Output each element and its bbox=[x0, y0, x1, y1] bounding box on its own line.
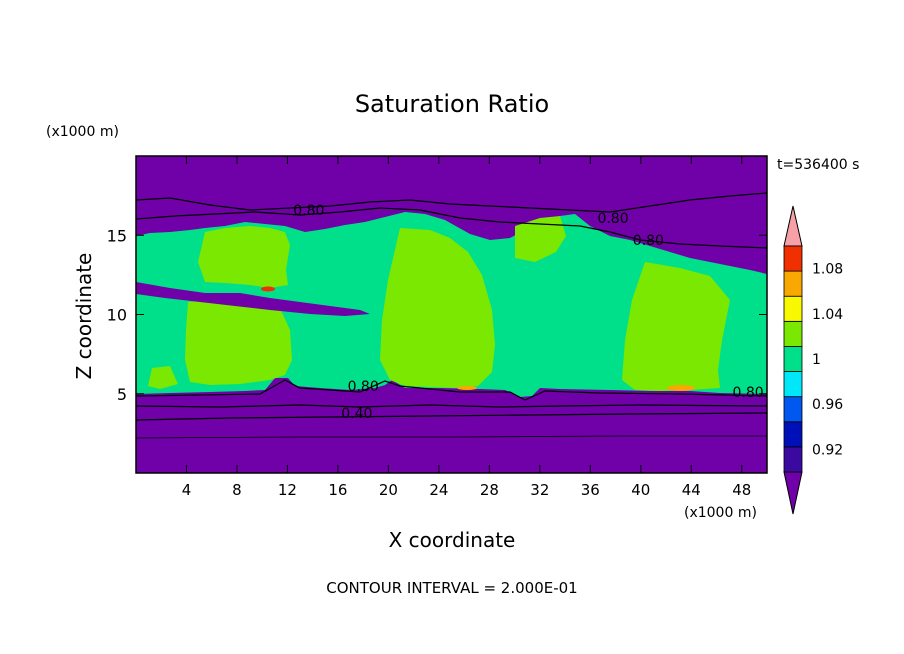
supersaturation-spot bbox=[261, 286, 275, 292]
contour-interval-note: CONTOUR INTERVAL = 2.000E-01 bbox=[326, 579, 577, 597]
x-tick-label: 40 bbox=[631, 481, 650, 499]
y-tick-label: 10 bbox=[107, 306, 127, 325]
x-axis: 4 8 12 16 20 24 28 32 36 40 44 48 bbox=[182, 156, 751, 499]
colorbar-band bbox=[783, 396, 803, 423]
contour-line bbox=[136, 412, 767, 421]
contour-label: 0.80 bbox=[597, 211, 628, 227]
time-label: t=536400 s bbox=[777, 157, 859, 173]
plot-area: 0.80 0.80 0.80 0.80 0.80 0.40 bbox=[136, 156, 767, 473]
contour-label: 0.80 bbox=[293, 203, 324, 219]
chart-title: Saturation Ratio bbox=[355, 90, 549, 118]
contour-line bbox=[136, 435, 767, 439]
x-tick-label: 8 bbox=[232, 481, 242, 499]
colorbar-under-triangle bbox=[783, 471, 803, 515]
contour-line bbox=[136, 404, 767, 408]
colorbar-band bbox=[783, 245, 803, 272]
colorbar: 0.92 0.96 1 1.04 1.08 bbox=[783, 205, 843, 515]
colorbar-label: 1 bbox=[812, 352, 821, 368]
contour-line bbox=[136, 207, 767, 249]
colorbar-label: 1.08 bbox=[812, 262, 843, 278]
y-axis: 5 10 15 bbox=[107, 226, 767, 404]
y-unit-label: (x1000 m) bbox=[46, 124, 119, 140]
colorbar-over-triangle bbox=[783, 205, 803, 247]
colorbar-band bbox=[783, 421, 803, 448]
contour-label: 0.80 bbox=[633, 233, 664, 249]
x-tick-label: 24 bbox=[429, 481, 448, 499]
x-tick-label: 20 bbox=[379, 481, 398, 499]
x-tick-label: 4 bbox=[182, 481, 192, 499]
saturated-cell-region bbox=[515, 216, 566, 262]
x-tick-label: 32 bbox=[530, 481, 549, 499]
colorbar-band bbox=[783, 446, 803, 473]
dry-streak-region bbox=[136, 282, 370, 316]
colorbar-band bbox=[783, 320, 803, 347]
x-unit-label: (x1000 m) bbox=[684, 505, 757, 521]
saturated-cell-region bbox=[148, 366, 178, 389]
colorbar-band bbox=[783, 346, 803, 372]
supersaturation-spot bbox=[457, 386, 477, 390]
x-axis-label: X coordinate bbox=[389, 528, 516, 552]
x-tick-label: 48 bbox=[732, 481, 751, 499]
colorbar-label: 1.04 bbox=[812, 307, 843, 323]
x-tick-label: 12 bbox=[278, 481, 297, 499]
x-tick-label: 44 bbox=[682, 481, 701, 499]
saturated-cell-region bbox=[622, 262, 730, 391]
saturated-cell-region bbox=[380, 228, 495, 388]
colorbar-label: 0.92 bbox=[812, 442, 843, 458]
y-axis-label: Z coordinate bbox=[72, 253, 96, 380]
colorbar-band bbox=[783, 295, 803, 322]
y-tick-label: 15 bbox=[107, 226, 127, 245]
saturated-cell-region bbox=[198, 226, 290, 288]
x-tick-label: 28 bbox=[480, 481, 499, 499]
contour-label: 0.80 bbox=[732, 385, 763, 401]
saturated-cell-region bbox=[185, 300, 292, 385]
contour-label: 0.40 bbox=[341, 406, 372, 422]
contour-line bbox=[136, 379, 767, 401]
contour-line bbox=[136, 192, 767, 213]
supersaturation-spot bbox=[667, 385, 695, 391]
contour-label: 0.80 bbox=[348, 379, 379, 395]
y-tick-label: 5 bbox=[117, 385, 127, 404]
x-tick-label: 36 bbox=[581, 481, 600, 499]
x-tick-label: 16 bbox=[328, 481, 347, 499]
colorbar-label: 0.96 bbox=[812, 397, 843, 413]
colorbar-band bbox=[783, 270, 803, 297]
contour-labels: 0.80 0.80 0.80 0.80 0.80 0.40 bbox=[293, 203, 763, 422]
colorbar-band bbox=[783, 371, 803, 398]
